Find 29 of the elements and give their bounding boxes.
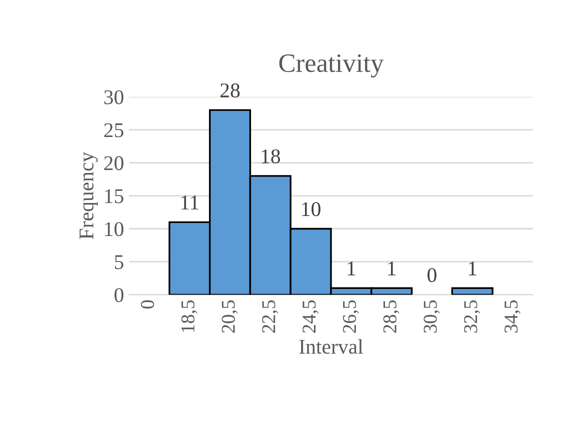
x-tick-label: 0	[140, 300, 154, 309]
y-tick-label: 5	[114, 255, 124, 270]
data-label: 28	[220, 83, 240, 98]
data-label: 1	[348, 262, 356, 276]
y-tick-label: 30	[104, 90, 124, 104]
data-label: 0	[428, 268, 436, 282]
x-tick-label: 32,5	[464, 300, 480, 333]
x-tick-label: 30,5	[424, 300, 440, 333]
x-tick-label: 34,5	[504, 300, 520, 333]
data-label: 1	[468, 262, 476, 276]
bar	[451, 287, 494, 295]
data-label: 11	[181, 196, 198, 210]
y-tick-label: 20	[104, 156, 124, 170]
x-tick-label: 18,5	[181, 300, 198, 332]
x-tick-label: 22,5	[262, 300, 278, 333]
y-axis-title: Frequency	[80, 152, 98, 240]
data-label: 1	[388, 262, 396, 276]
y-tick-label: 10	[105, 222, 124, 236]
x-tick-label: 26,5	[342, 300, 359, 333]
chart-title: Creativity	[279, 54, 384, 78]
y-tick-label: 25	[104, 123, 124, 138]
x-tick-label: 24,5	[302, 300, 318, 333]
y-tick-label: 0	[114, 288, 124, 302]
data-label: 18	[262, 149, 280, 164]
x-tick-label: 20,5	[222, 300, 238, 333]
data-label: 10	[302, 202, 320, 216]
x-axis-title: Interval	[299, 339, 363, 354]
x-tick-label: 28,5	[383, 300, 400, 333]
y-tick-label: 15	[105, 189, 124, 204]
